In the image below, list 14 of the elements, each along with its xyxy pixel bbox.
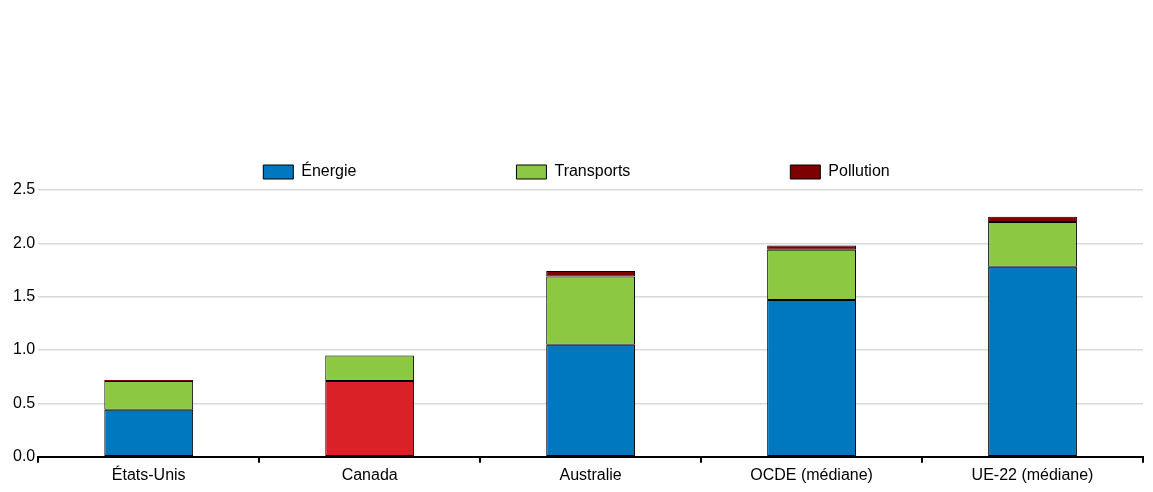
legend-label: Transports (554, 162, 631, 180)
y-tick-label: 2.0 (12, 233, 36, 251)
x-tick-label: Australie (559, 465, 622, 483)
legend-label: Énergie (301, 161, 357, 180)
y-tick-label: 2.5 (12, 180, 36, 198)
y-tick-label: 0.5 (12, 393, 36, 411)
y-tick-label: 1.5 (12, 287, 36, 305)
x-tick-label: OCDE (médiane) (750, 465, 873, 483)
x-tick-label: Canada (341, 465, 398, 483)
legend-label: Pollution (828, 162, 890, 180)
y-tick-label: 1.0 (12, 340, 36, 358)
x-tick-label: États-Unis (111, 464, 186, 483)
y-tick-label: 0.0 (12, 447, 36, 465)
x-tick-label: UE-22 (médiane) (971, 465, 1094, 483)
